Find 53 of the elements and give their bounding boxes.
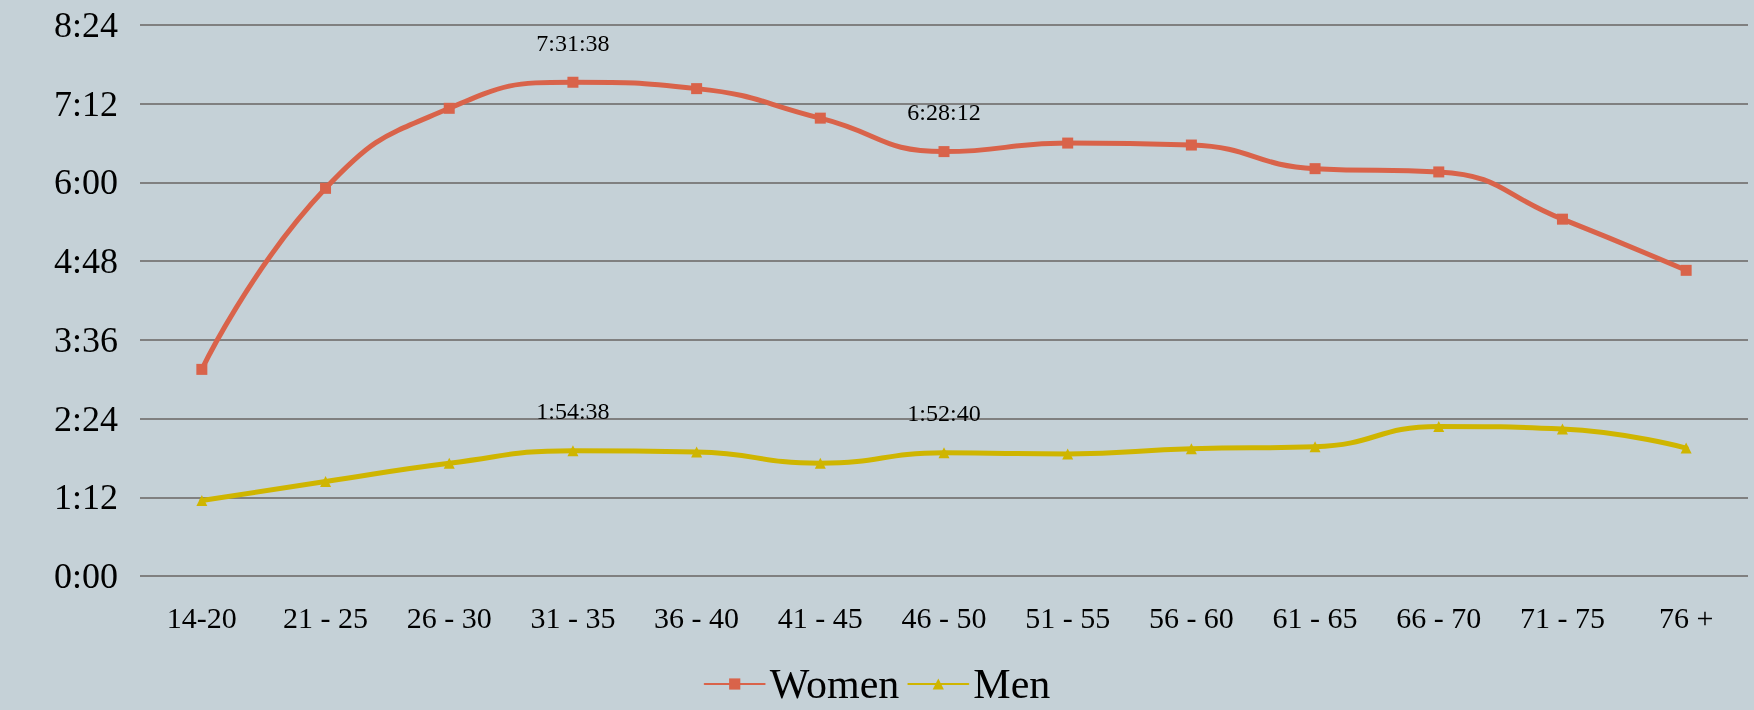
point	[1062, 137, 1074, 149]
point	[196, 363, 208, 375]
point	[443, 102, 455, 114]
x-tick-label: 66 - 70	[1396, 600, 1482, 634]
point	[1680, 442, 1692, 454]
data-label: 6:28:12	[907, 99, 981, 126]
point	[320, 182, 332, 194]
x-tick-label: 76 +	[1658, 600, 1714, 634]
point	[320, 476, 332, 488]
data-label: 7:31:38	[536, 29, 610, 56]
point	[814, 457, 826, 469]
x-tick-label: 36 - 40	[654, 600, 740, 634]
x-tick-label: 14-20	[166, 600, 237, 634]
point	[1433, 420, 1445, 432]
y-tick-label: 3:36	[53, 319, 118, 360]
point	[814, 112, 826, 124]
x-tick-label: 31 - 35	[530, 600, 616, 634]
x-tick-label: 41 - 45	[777, 600, 863, 634]
point	[1309, 441, 1321, 453]
y-tick-label: 1:12	[53, 477, 118, 518]
y-tick-label: 7:12	[53, 83, 118, 124]
x-tick-label: 56 - 60	[1148, 600, 1234, 634]
y-tick-label: 2:24	[53, 398, 118, 439]
point	[196, 495, 208, 507]
y-tick-label: 0:00	[53, 556, 118, 596]
x-tick-label: 21 - 25	[283, 600, 369, 634]
point	[1556, 423, 1568, 435]
point	[1680, 264, 1692, 276]
point	[691, 83, 703, 95]
point	[1309, 163, 1321, 175]
point	[691, 446, 703, 458]
point	[1185, 139, 1197, 151]
point	[443, 457, 455, 469]
point	[938, 447, 950, 459]
point	[1062, 448, 1074, 460]
x-tick-label: 26 - 30	[406, 600, 492, 634]
y-tick-label: 6:00	[53, 162, 118, 203]
point	[1185, 443, 1197, 455]
x-tick-label: 61 - 65	[1272, 600, 1358, 634]
point	[1556, 213, 1568, 225]
point	[567, 76, 579, 88]
x-tick-label: 46 - 50	[901, 600, 987, 634]
point	[938, 146, 950, 158]
point	[1433, 166, 1445, 178]
legend-label: Men	[973, 661, 1051, 707]
legend-label: Women	[769, 661, 900, 707]
y-tick-label: 8:24	[53, 5, 118, 45]
x-tick-label: 71 - 75	[1519, 600, 1605, 634]
x-tick-label: 51 - 55	[1025, 600, 1111, 634]
data-label: 1:52:40	[907, 400, 981, 427]
data-label: 1:54:38	[536, 398, 610, 425]
y-tick-label: 4:48	[53, 241, 118, 282]
point	[567, 445, 579, 457]
